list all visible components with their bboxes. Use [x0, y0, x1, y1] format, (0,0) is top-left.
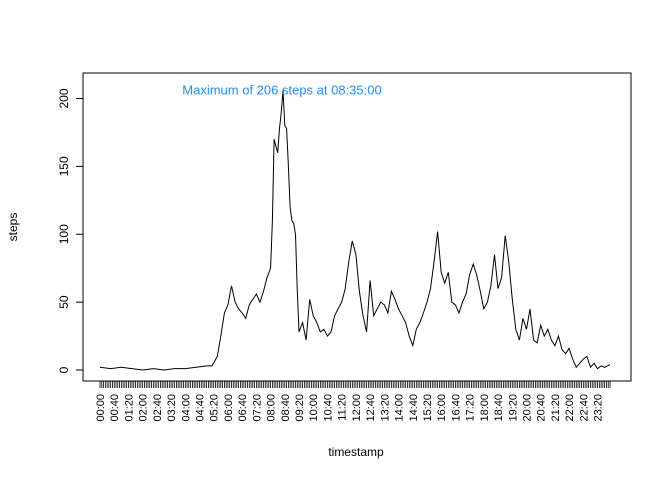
x-tick-label: 12:40 [365, 394, 377, 422]
x-tick-label: 16:00 [436, 394, 448, 422]
x-tick-label: 00:00 [95, 394, 107, 422]
x-tick-label: 15:20 [422, 394, 434, 422]
plot-frame [82, 72, 632, 382]
x-tick-label: 20:00 [521, 394, 533, 422]
y-tick-label: 200 [57, 88, 71, 108]
y-tick-label: 50 [57, 295, 71, 309]
x-tick-label: 14:40 [408, 394, 420, 422]
y-axis-label: steps [6, 213, 20, 242]
y-axis: 0 50 100 150 200 [57, 88, 84, 373]
x-tick-label: 02:40 [152, 394, 164, 422]
x-tick-label: 05:20 [209, 394, 221, 422]
x-tick-label: 10:00 [308, 394, 320, 422]
x-tick-label: 13:20 [379, 394, 391, 422]
y-tick-label: 100 [57, 224, 71, 244]
x-tick-label: 20:40 [536, 394, 548, 422]
x-tick-label: 06:40 [237, 394, 249, 422]
x-tick-label: 14:00 [394, 394, 406, 422]
x-tick-label: 08:00 [266, 394, 278, 422]
x-tick-label: 18:40 [493, 394, 505, 422]
x-tick-label: 18:00 [479, 394, 491, 422]
x-axis: 00:00 00:40 01:20 02:00 02:40 03:20 04:00 04:40… [95, 380, 611, 422]
x-tick-label: 12:00 [351, 394, 363, 422]
x-tick-label: 10:40 [322, 394, 334, 422]
x-tick-label: 08:40 [280, 394, 292, 422]
x-tick-label: 16:40 [450, 394, 462, 422]
x-tick-label: 22:40 [578, 394, 590, 422]
x-tick-label: 03:20 [166, 394, 178, 422]
x-tick-label: 21:20 [550, 394, 562, 422]
x-tick-label: 19:20 [507, 394, 519, 422]
series-line-steps [99, 90, 611, 371]
x-tick-label: 04:00 [180, 394, 192, 422]
x-tick-label: 07:20 [251, 394, 263, 422]
x-tick-label: 06:00 [223, 394, 235, 422]
x-tick-label: 17:20 [465, 394, 477, 422]
x-tick-label: 11:20 [337, 394, 349, 421]
x-tick-label: 22:00 [564, 394, 576, 422]
x-tick-label: 09:20 [294, 394, 306, 422]
x-tick-label: 02:00 [138, 394, 150, 422]
y-tick-label: 0 [57, 366, 71, 373]
x-tick-label: 04:40 [195, 394, 207, 422]
x-axis-label: timestamp [328, 445, 384, 459]
x-tick-label: 23:20 [593, 394, 605, 422]
y-tick-label: 150 [57, 156, 71, 176]
max-annotation: Maximum of 206 steps at 08:35:00 [182, 82, 381, 97]
x-tick-label: 01:20 [123, 394, 135, 422]
x-tick-label: 00:40 [109, 394, 121, 422]
